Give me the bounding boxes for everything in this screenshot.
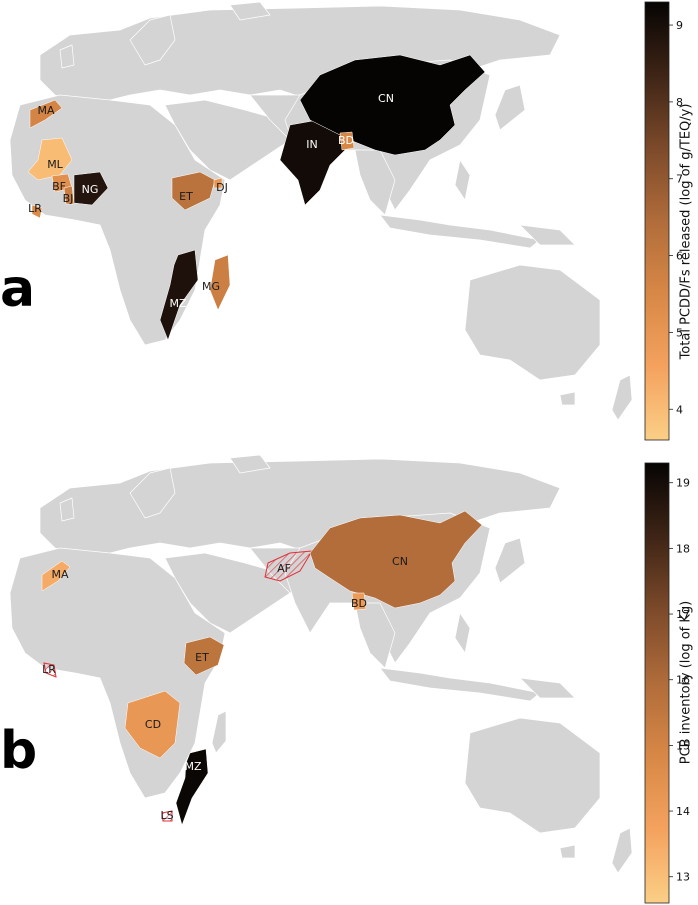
country-shape-ET[interactable] xyxy=(171,171,216,211)
country-label-BF: BF xyxy=(52,180,66,193)
country-labels-b: MA LR CD ET AF CN BD MZ LS xyxy=(42,555,408,822)
country-label-CN: CN xyxy=(378,92,394,105)
colorbar-tick-label: 13 xyxy=(676,871,690,884)
country-shape-LS[interactable] xyxy=(161,810,173,822)
colorbar-a: 4 5 6 7 8 9 xyxy=(644,1,683,441)
map-panel-b: MA LR CD ET AF CN BD MZ LS 13 14 15 16 17 18 1… xyxy=(0,453,698,905)
map-svg-b: MA LR CD ET AF CN BD MZ LS 1314151617181… xyxy=(9,454,690,904)
colorbar-tick-label: 15 xyxy=(676,739,690,752)
panel-letter-b: b xyxy=(0,721,38,781)
panel-letter-a: a xyxy=(0,259,36,319)
colorbar-tick-label: 19 xyxy=(676,477,690,490)
colorbar-tick-label: 16 xyxy=(676,674,690,687)
country-label-MZ: MZ xyxy=(169,297,186,310)
world-basemap xyxy=(9,1,633,421)
map-svg-a: MA ML BF BJ NG LR ET DJ IN CN BD MZ MG 4… xyxy=(9,1,683,441)
country-label-ML: ML xyxy=(47,158,63,171)
colorbar-tick-label: 5 xyxy=(676,326,683,339)
country-label-NG: NG xyxy=(82,183,99,196)
country-label-ET: ET xyxy=(195,651,209,664)
country-shape-BD[interactable] xyxy=(339,131,355,151)
country-label-ET: ET xyxy=(179,190,193,203)
country-label-IN: IN xyxy=(306,138,317,151)
country-shape-CD[interactable] xyxy=(124,690,181,759)
country-shape-DJ[interactable] xyxy=(213,177,223,189)
world-basemap xyxy=(9,454,633,874)
country-label-MA: MA xyxy=(51,568,68,581)
country-label-AF: AF xyxy=(277,562,291,575)
country-label-LS: LS xyxy=(160,809,173,822)
country-shape-ML[interactable] xyxy=(27,137,73,181)
colorbar-b-ticks: 13 14 15 16 17 18 19 xyxy=(669,477,690,884)
colorbar-tick-label: 8 xyxy=(676,96,683,109)
map-panel-a: MA ML BF BJ NG LR ET DJ IN CN BD MZ MG 4… xyxy=(0,0,698,452)
country-shape-BD[interactable] xyxy=(351,592,367,611)
colorbar-b-label: PCB inventory (log of Kg) xyxy=(678,600,694,765)
choropleth-layer-a xyxy=(27,54,486,341)
colorbar-tick-label: 18 xyxy=(676,542,690,555)
choropleth-layer-b xyxy=(41,510,483,826)
colorbar-tick-label: 4 xyxy=(676,403,683,416)
colorbar-b-bar xyxy=(644,462,670,904)
country-labels-a: MA ML BF BJ NG LR ET DJ IN CN BD MZ MG xyxy=(28,92,394,310)
country-label-MA: MA xyxy=(37,104,54,117)
country-label-LR: LR xyxy=(28,202,42,215)
country-shape-MG[interactable] xyxy=(209,254,231,311)
colorbar-b: 13 14 15 16 17 18 19 xyxy=(644,462,690,904)
country-label-BD: BD xyxy=(351,597,367,610)
country-shape-LR[interactable] xyxy=(31,204,43,219)
country-label-BD: BD xyxy=(338,134,354,147)
colorbar-a-ticks: 4 5 6 7 8 9 xyxy=(669,19,683,416)
country-label-MZ: MZ xyxy=(184,760,201,773)
colorbar-tick-label: 14 xyxy=(676,805,690,818)
country-label-MG: MG xyxy=(202,280,220,293)
country-shape-LR[interactable] xyxy=(43,662,57,678)
colorbar-a-bar xyxy=(644,1,670,441)
country-label-CN: CN xyxy=(392,555,408,568)
colorbar-tick-label: 9 xyxy=(676,19,683,32)
country-shape-MZ[interactable] xyxy=(159,249,199,341)
country-shape-ET[interactable] xyxy=(183,636,225,676)
colorbar-tick-label: 6 xyxy=(676,250,683,263)
colorbar-a-label: Total PCDD/Fs released (log of g/TEQ/y) xyxy=(678,103,694,360)
country-shape-MA[interactable] xyxy=(29,99,63,129)
colorbar-tick-label: 17 xyxy=(676,608,690,621)
country-shape-CN[interactable] xyxy=(309,510,483,609)
country-shape-MZ[interactable] xyxy=(175,748,209,826)
country-label-DJ: DJ xyxy=(216,181,228,194)
country-shape-AF[interactable] xyxy=(264,550,313,582)
country-shape-BJ[interactable] xyxy=(63,185,75,205)
country-label-LR: LR xyxy=(42,663,56,676)
country-shape-MA[interactable] xyxy=(41,560,71,592)
country-label-CD: CD xyxy=(145,718,161,731)
country-shape-NG[interactable] xyxy=(73,171,109,206)
colorbar-tick-label: 7 xyxy=(676,173,683,186)
country-label-BJ: BJ xyxy=(63,192,74,205)
